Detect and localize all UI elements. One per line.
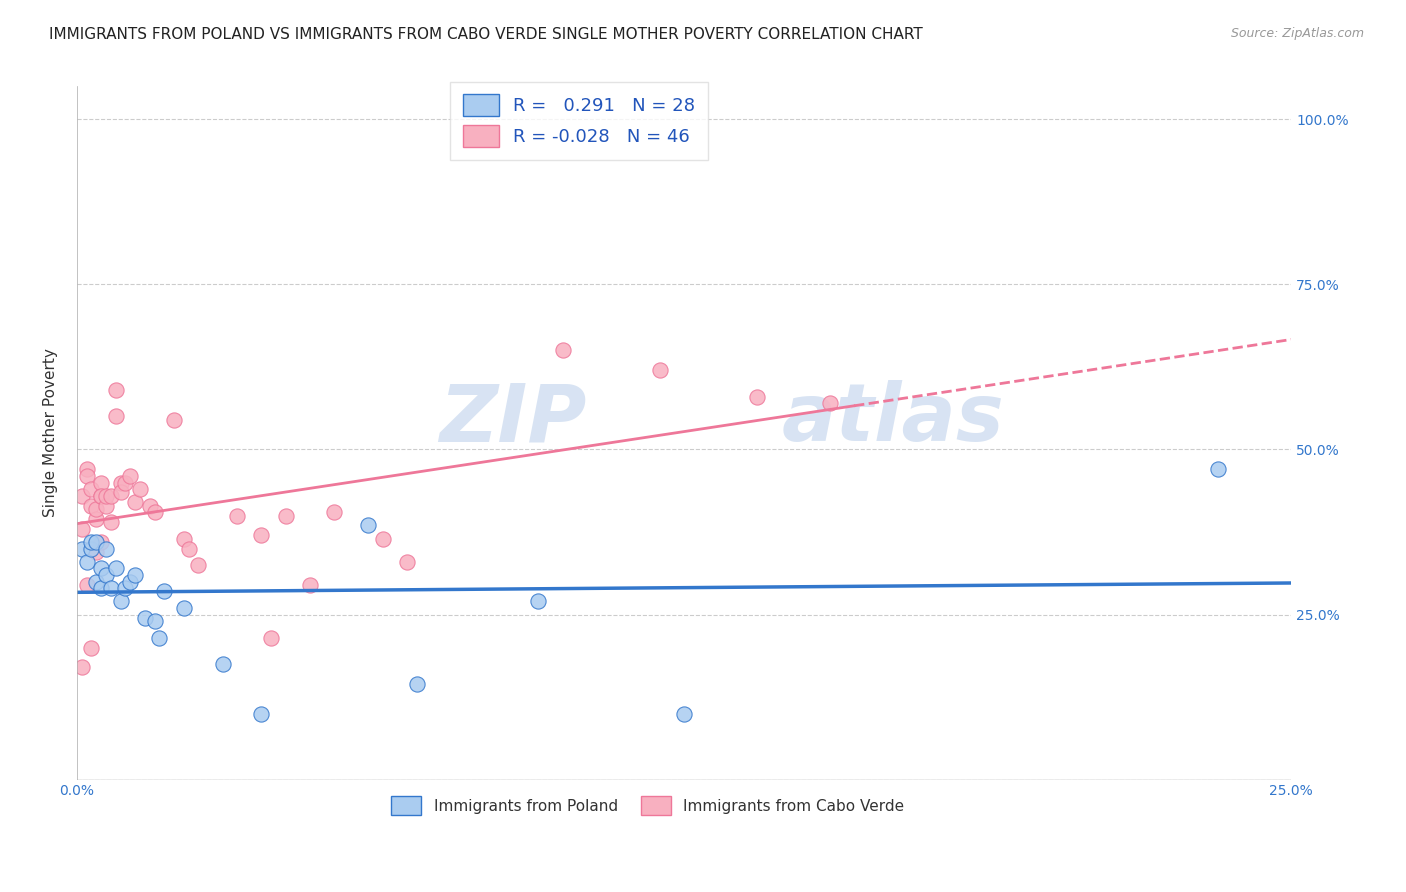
Point	[211, 657, 233, 671]
Point	[173, 532, 195, 546]
Point	[70, 541, 93, 556]
Point	[177, 541, 200, 556]
Point	[94, 568, 117, 582]
Text: atlas: atlas	[782, 380, 1004, 458]
Point	[90, 561, 112, 575]
Point	[357, 518, 380, 533]
Point	[110, 475, 132, 490]
Y-axis label: Single Mother Poverty: Single Mother Poverty	[44, 349, 58, 517]
Point	[104, 409, 127, 424]
Point	[84, 574, 107, 589]
Point	[80, 541, 103, 556]
Point	[94, 489, 117, 503]
Point	[120, 574, 142, 589]
Point	[84, 502, 107, 516]
Point	[110, 485, 132, 500]
Point	[187, 558, 209, 572]
Point	[143, 505, 166, 519]
Point	[76, 578, 98, 592]
Text: Source: ZipAtlas.com: Source: ZipAtlas.com	[1230, 27, 1364, 40]
Point	[100, 581, 122, 595]
Point	[104, 561, 127, 575]
Point	[114, 475, 136, 490]
Point	[84, 512, 107, 526]
Point	[80, 482, 103, 496]
Point	[818, 396, 841, 410]
Point	[124, 495, 146, 509]
Point	[323, 505, 346, 519]
Point	[274, 508, 297, 523]
Point	[371, 532, 394, 546]
Point	[299, 578, 322, 592]
Point	[94, 541, 117, 556]
Point	[76, 462, 98, 476]
Point	[1208, 462, 1230, 476]
Point	[84, 535, 107, 549]
Point	[173, 601, 195, 615]
Point	[396, 555, 419, 569]
Point	[134, 611, 156, 625]
Point	[250, 706, 273, 721]
Point	[153, 584, 176, 599]
Point	[406, 677, 429, 691]
Legend: Immigrants from Poland, Immigrants from Cabo Verde: Immigrants from Poland, Immigrants from …	[381, 787, 914, 824]
Point	[84, 545, 107, 559]
Point	[673, 706, 696, 721]
Point	[110, 594, 132, 608]
Point	[114, 581, 136, 595]
Point	[100, 489, 122, 503]
Point	[90, 489, 112, 503]
Point	[70, 522, 93, 536]
Point	[745, 390, 768, 404]
Point	[70, 489, 93, 503]
Point	[90, 489, 112, 503]
Point	[250, 528, 273, 542]
Point	[94, 499, 117, 513]
Point	[80, 499, 103, 513]
Point	[148, 631, 170, 645]
Point	[143, 614, 166, 628]
Point	[90, 535, 112, 549]
Point	[138, 499, 160, 513]
Point	[163, 413, 186, 427]
Point	[260, 631, 283, 645]
Point	[129, 482, 152, 496]
Point	[226, 508, 249, 523]
Point	[76, 469, 98, 483]
Point	[76, 555, 98, 569]
Point	[551, 343, 574, 358]
Point	[124, 568, 146, 582]
Point	[527, 594, 550, 608]
Point	[90, 581, 112, 595]
Point	[80, 640, 103, 655]
Point	[80, 535, 103, 549]
Point	[104, 383, 127, 397]
Point	[648, 363, 671, 377]
Text: IMMIGRANTS FROM POLAND VS IMMIGRANTS FROM CABO VERDE SINGLE MOTHER POVERTY CORRE: IMMIGRANTS FROM POLAND VS IMMIGRANTS FRO…	[49, 27, 922, 42]
Point	[70, 660, 93, 674]
Point	[100, 515, 122, 529]
Text: ZIP: ZIP	[440, 380, 586, 458]
Point	[90, 475, 112, 490]
Point	[120, 469, 142, 483]
